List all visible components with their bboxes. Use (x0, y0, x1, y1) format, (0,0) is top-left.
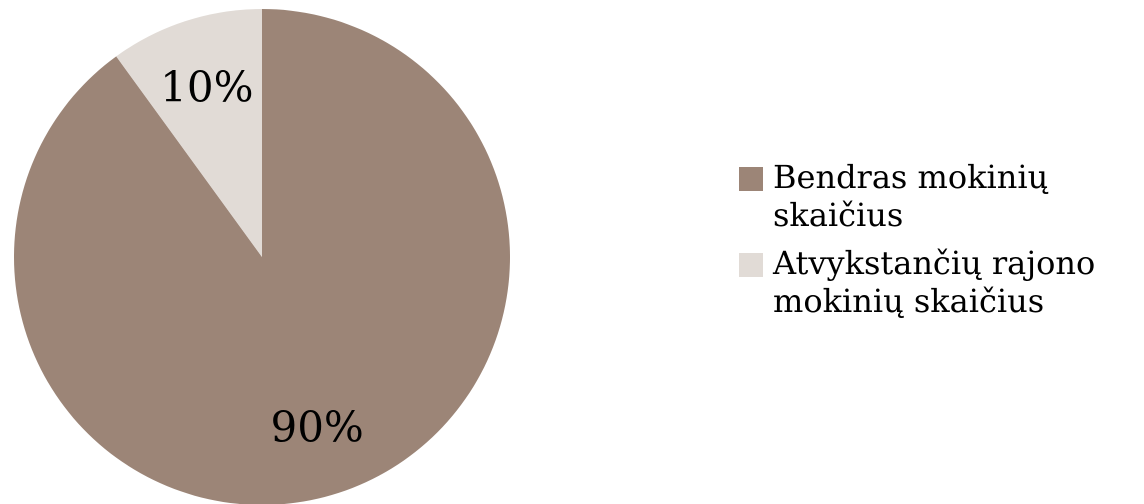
pie-label-bendras: 90% (270, 402, 363, 451)
legend: Bendras mokinių skaičius Atvykstančių ra… (739, 158, 1139, 330)
legend-label-atvykstanciu: Atvykstančių rajono mokinių skaičius (773, 244, 1096, 320)
legend-swatch-atvykstanciu (739, 253, 763, 277)
pie-chart-plot: 90% 10% (14, 9, 510, 504)
legend-label-bendras: Bendras mokinių skaičius (773, 158, 1049, 234)
pie-slice-atvykstanciu (116, 9, 263, 257)
pie-slice-bendras (14, 9, 510, 504)
legend-item-bendras: Bendras mokinių skaičius (739, 158, 1139, 234)
legend-item-atvykstanciu: Atvykstančių rajono mokinių skaičius (739, 244, 1139, 320)
pie-label-atvykstanciu: 10% (160, 63, 253, 112)
legend-swatch-bendras (739, 167, 763, 191)
